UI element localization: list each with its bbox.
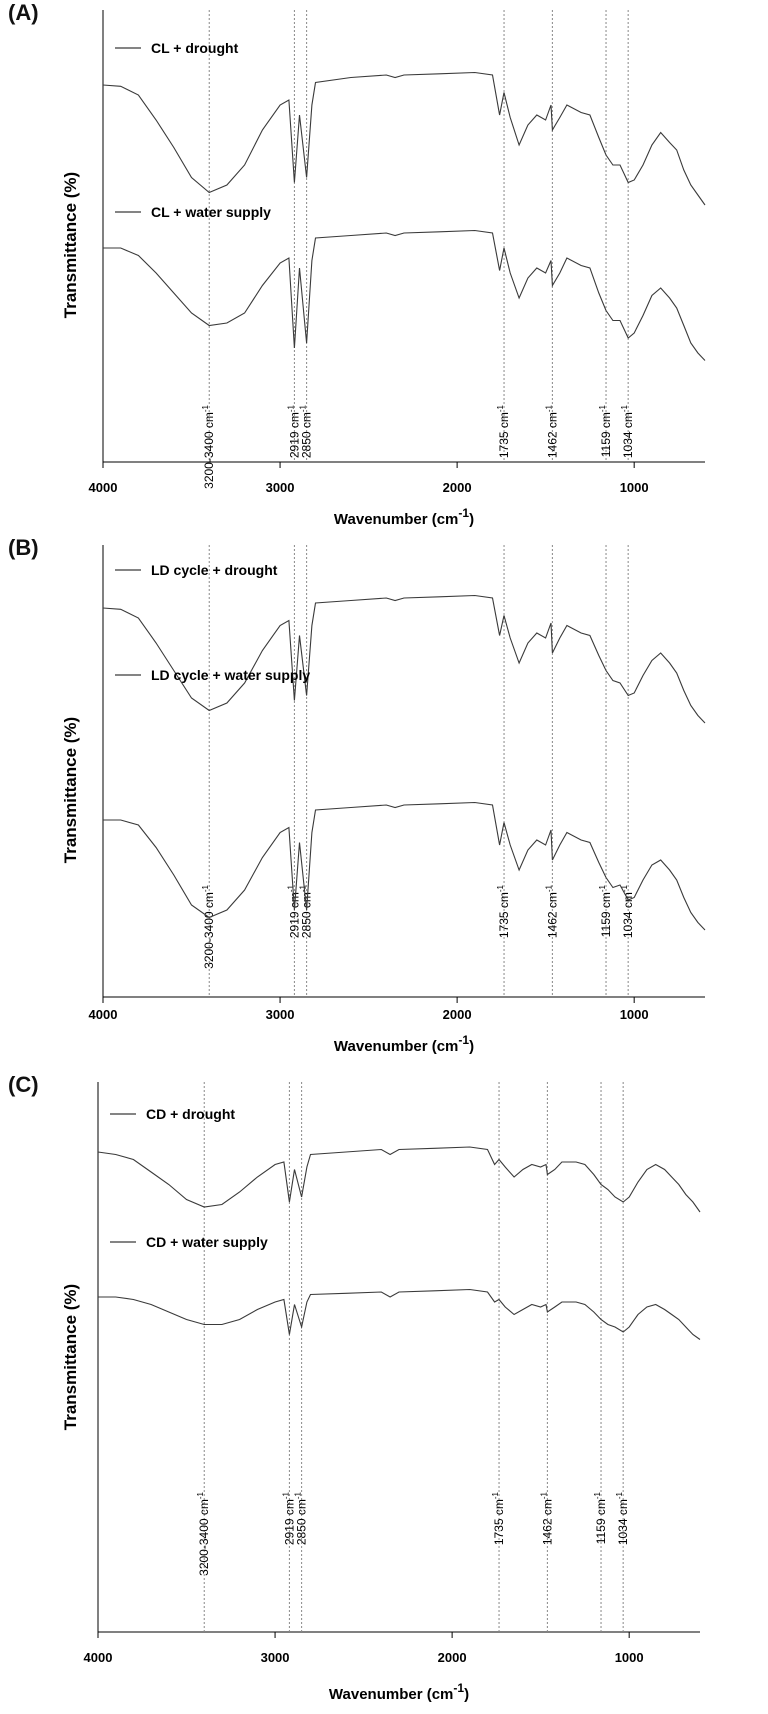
series-line bbox=[103, 801, 706, 931]
legend-label: CD + drought bbox=[146, 1106, 235, 1122]
y-axis-label: Transmittance (%) bbox=[61, 717, 80, 863]
legend-label: CL + drought bbox=[151, 40, 239, 56]
ftir-chart-a: 4000 3000 2000 1000 Wavenumber (cm-1) Transmi… bbox=[61, 10, 706, 528]
panel-b: (B) 4000 3000 2000 1000 Wavenumber (cm-1) Tra… bbox=[0, 535, 768, 1067]
x-tick-label: 1000 bbox=[620, 1007, 649, 1022]
peak-label: 2850 cm-1 bbox=[299, 884, 314, 938]
peak-label: 3200-3400 cm-1 bbox=[201, 404, 216, 488]
series-line bbox=[98, 1288, 701, 1340]
peak-label: 1462 cm-1 bbox=[539, 1491, 554, 1545]
panel-label: (A) bbox=[8, 0, 39, 25]
peak-label: 1159 cm-1 bbox=[598, 404, 613, 457]
x-tick-label: 2000 bbox=[443, 1007, 472, 1022]
x-tick-label: 4000 bbox=[89, 1007, 118, 1022]
x-tick-label: 4000 bbox=[89, 480, 118, 495]
peak-label: 1034 cm-1 bbox=[615, 1491, 630, 1545]
peak-label: 2850 cm-1 bbox=[294, 1491, 309, 1545]
y-axis-label: Transmittance (%) bbox=[61, 172, 80, 318]
peak-label: 1735 cm-1 bbox=[496, 404, 511, 458]
peak-label: 1159 cm-1 bbox=[593, 1491, 608, 1544]
peak-label: 3200-3400 cm-1 bbox=[196, 1491, 211, 1575]
x-tick-label: 1000 bbox=[615, 1650, 644, 1665]
peak-label: 1034 cm-1 bbox=[620, 404, 635, 458]
legend-label: LD cycle + drought bbox=[151, 562, 278, 578]
ftir-chart-c: 4000 3000 2000 1000 Wavenumber (cm-1) Transmi… bbox=[61, 1082, 701, 1703]
series-line bbox=[102, 71, 706, 206]
peak-label: 1735 cm-1 bbox=[496, 884, 511, 938]
peak-label: 1462 cm-1 bbox=[544, 404, 559, 458]
x-tick-label: 3000 bbox=[266, 1007, 295, 1022]
peak-label: 1034 cm-1 bbox=[620, 884, 635, 938]
peak-label: 1735 cm-1 bbox=[491, 1491, 506, 1545]
x-axis-label: Wavenumber (cm-1) bbox=[329, 1681, 469, 1703]
peak-label: 1462 cm-1 bbox=[544, 884, 559, 938]
x-tick-label: 3000 bbox=[266, 480, 295, 495]
peak-label: 2850 cm-1 bbox=[299, 404, 314, 458]
x-tick-label: 3000 bbox=[261, 1650, 290, 1665]
panel-label: (C) bbox=[8, 1072, 39, 1097]
series-line bbox=[102, 594, 706, 724]
peak-label: 2919 cm-1 bbox=[281, 1491, 296, 1545]
peak-label: 2919 cm-1 bbox=[286, 404, 301, 458]
peak-label: 2919 cm-1 bbox=[286, 884, 301, 938]
x-tick-label: 4000 bbox=[84, 1650, 113, 1665]
series-line bbox=[97, 1146, 701, 1213]
y-axis-label: Transmittance (%) bbox=[61, 1284, 80, 1430]
legend-label: CD + water supply bbox=[146, 1234, 268, 1250]
peak-label: 1159 cm-1 bbox=[598, 884, 613, 937]
panel-label: (B) bbox=[8, 535, 39, 560]
peak-label: 3200-3400 cm-1 bbox=[201, 884, 216, 968]
legend-label: LD cycle + water supply bbox=[151, 667, 310, 683]
x-tick-label: 2000 bbox=[443, 480, 472, 495]
x-tick-label: 2000 bbox=[438, 1650, 467, 1665]
x-tick-label: 1000 bbox=[620, 480, 649, 495]
legend-label: CL + water supply bbox=[151, 204, 271, 220]
panel-c: (C) 4000 3000 2000 1000 Wavenumber (cm-1) Tra… bbox=[0, 1072, 768, 1709]
panel-a: (A) 4000 3000 2000 1000 Wavenumber (cm-1) Tra… bbox=[0, 0, 768, 532]
x-axis-label: Wavenumber (cm-1) bbox=[334, 1033, 474, 1055]
ftir-chart-b: 4000 3000 2000 1000 Wavenumber (cm-1) Transmi… bbox=[61, 545, 706, 1055]
series-line bbox=[103, 229, 706, 361]
x-axis-label: Wavenumber (cm-1) bbox=[334, 506, 474, 528]
